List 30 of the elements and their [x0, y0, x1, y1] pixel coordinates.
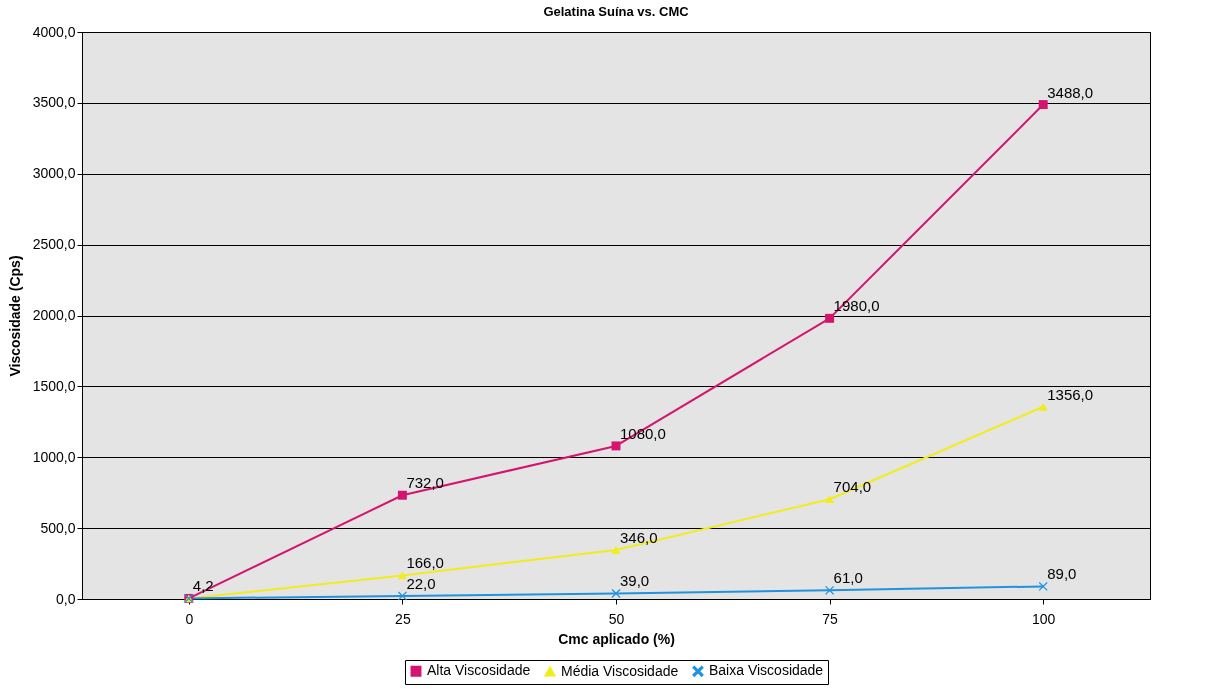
- x-tick-label: 75: [822, 610, 839, 627]
- x-tick-label: 100: [1032, 610, 1056, 627]
- data-label: 3488,0: [1047, 83, 1094, 101]
- y-tick-label: 3500,0: [32, 94, 76, 111]
- y-tick-label: 3000,0: [32, 165, 76, 182]
- legend-label: Alta Viscosidade: [427, 662, 531, 679]
- y-tick-label: 2500,0: [32, 236, 76, 253]
- data-label: 39,0: [620, 572, 650, 590]
- y-tick-label: 2000,0: [32, 307, 76, 323]
- data-label: 61,0: [833, 569, 863, 587]
- data-label: 166,0: [406, 554, 444, 572]
- data-label: 732,0: [406, 474, 444, 492]
- x-tick-label: 0: [185, 610, 194, 627]
- y-axis-title: Viscosidade (Cps): [6, 255, 23, 377]
- data-label: 346,0: [620, 528, 658, 546]
- y-tick-label: 1500,0: [32, 377, 76, 394]
- legend-label: Média Viscosidade: [561, 662, 679, 679]
- x-tick-label: 25: [395, 610, 411, 627]
- data-label: 4,2: [192, 577, 214, 595]
- y-tick-label: 0,0: [56, 590, 76, 607]
- data-label: 89,0: [1047, 565, 1077, 583]
- y-tick-label: 1000,0: [32, 448, 76, 465]
- chart-title: Gelatina Suína vs. CMC: [543, 4, 690, 19]
- x-axis-title: Cmc aplicado (%): [558, 630, 675, 647]
- legend-label: Baixa Viscosidade: [709, 662, 824, 679]
- data-label: 22,0: [406, 574, 436, 592]
- y-tick-label: 500,0: [40, 519, 76, 536]
- data-label: 1356,0: [1047, 385, 1094, 403]
- y-tick-label: 4000,0: [32, 23, 76, 40]
- x-tick-label: 50: [608, 610, 625, 627]
